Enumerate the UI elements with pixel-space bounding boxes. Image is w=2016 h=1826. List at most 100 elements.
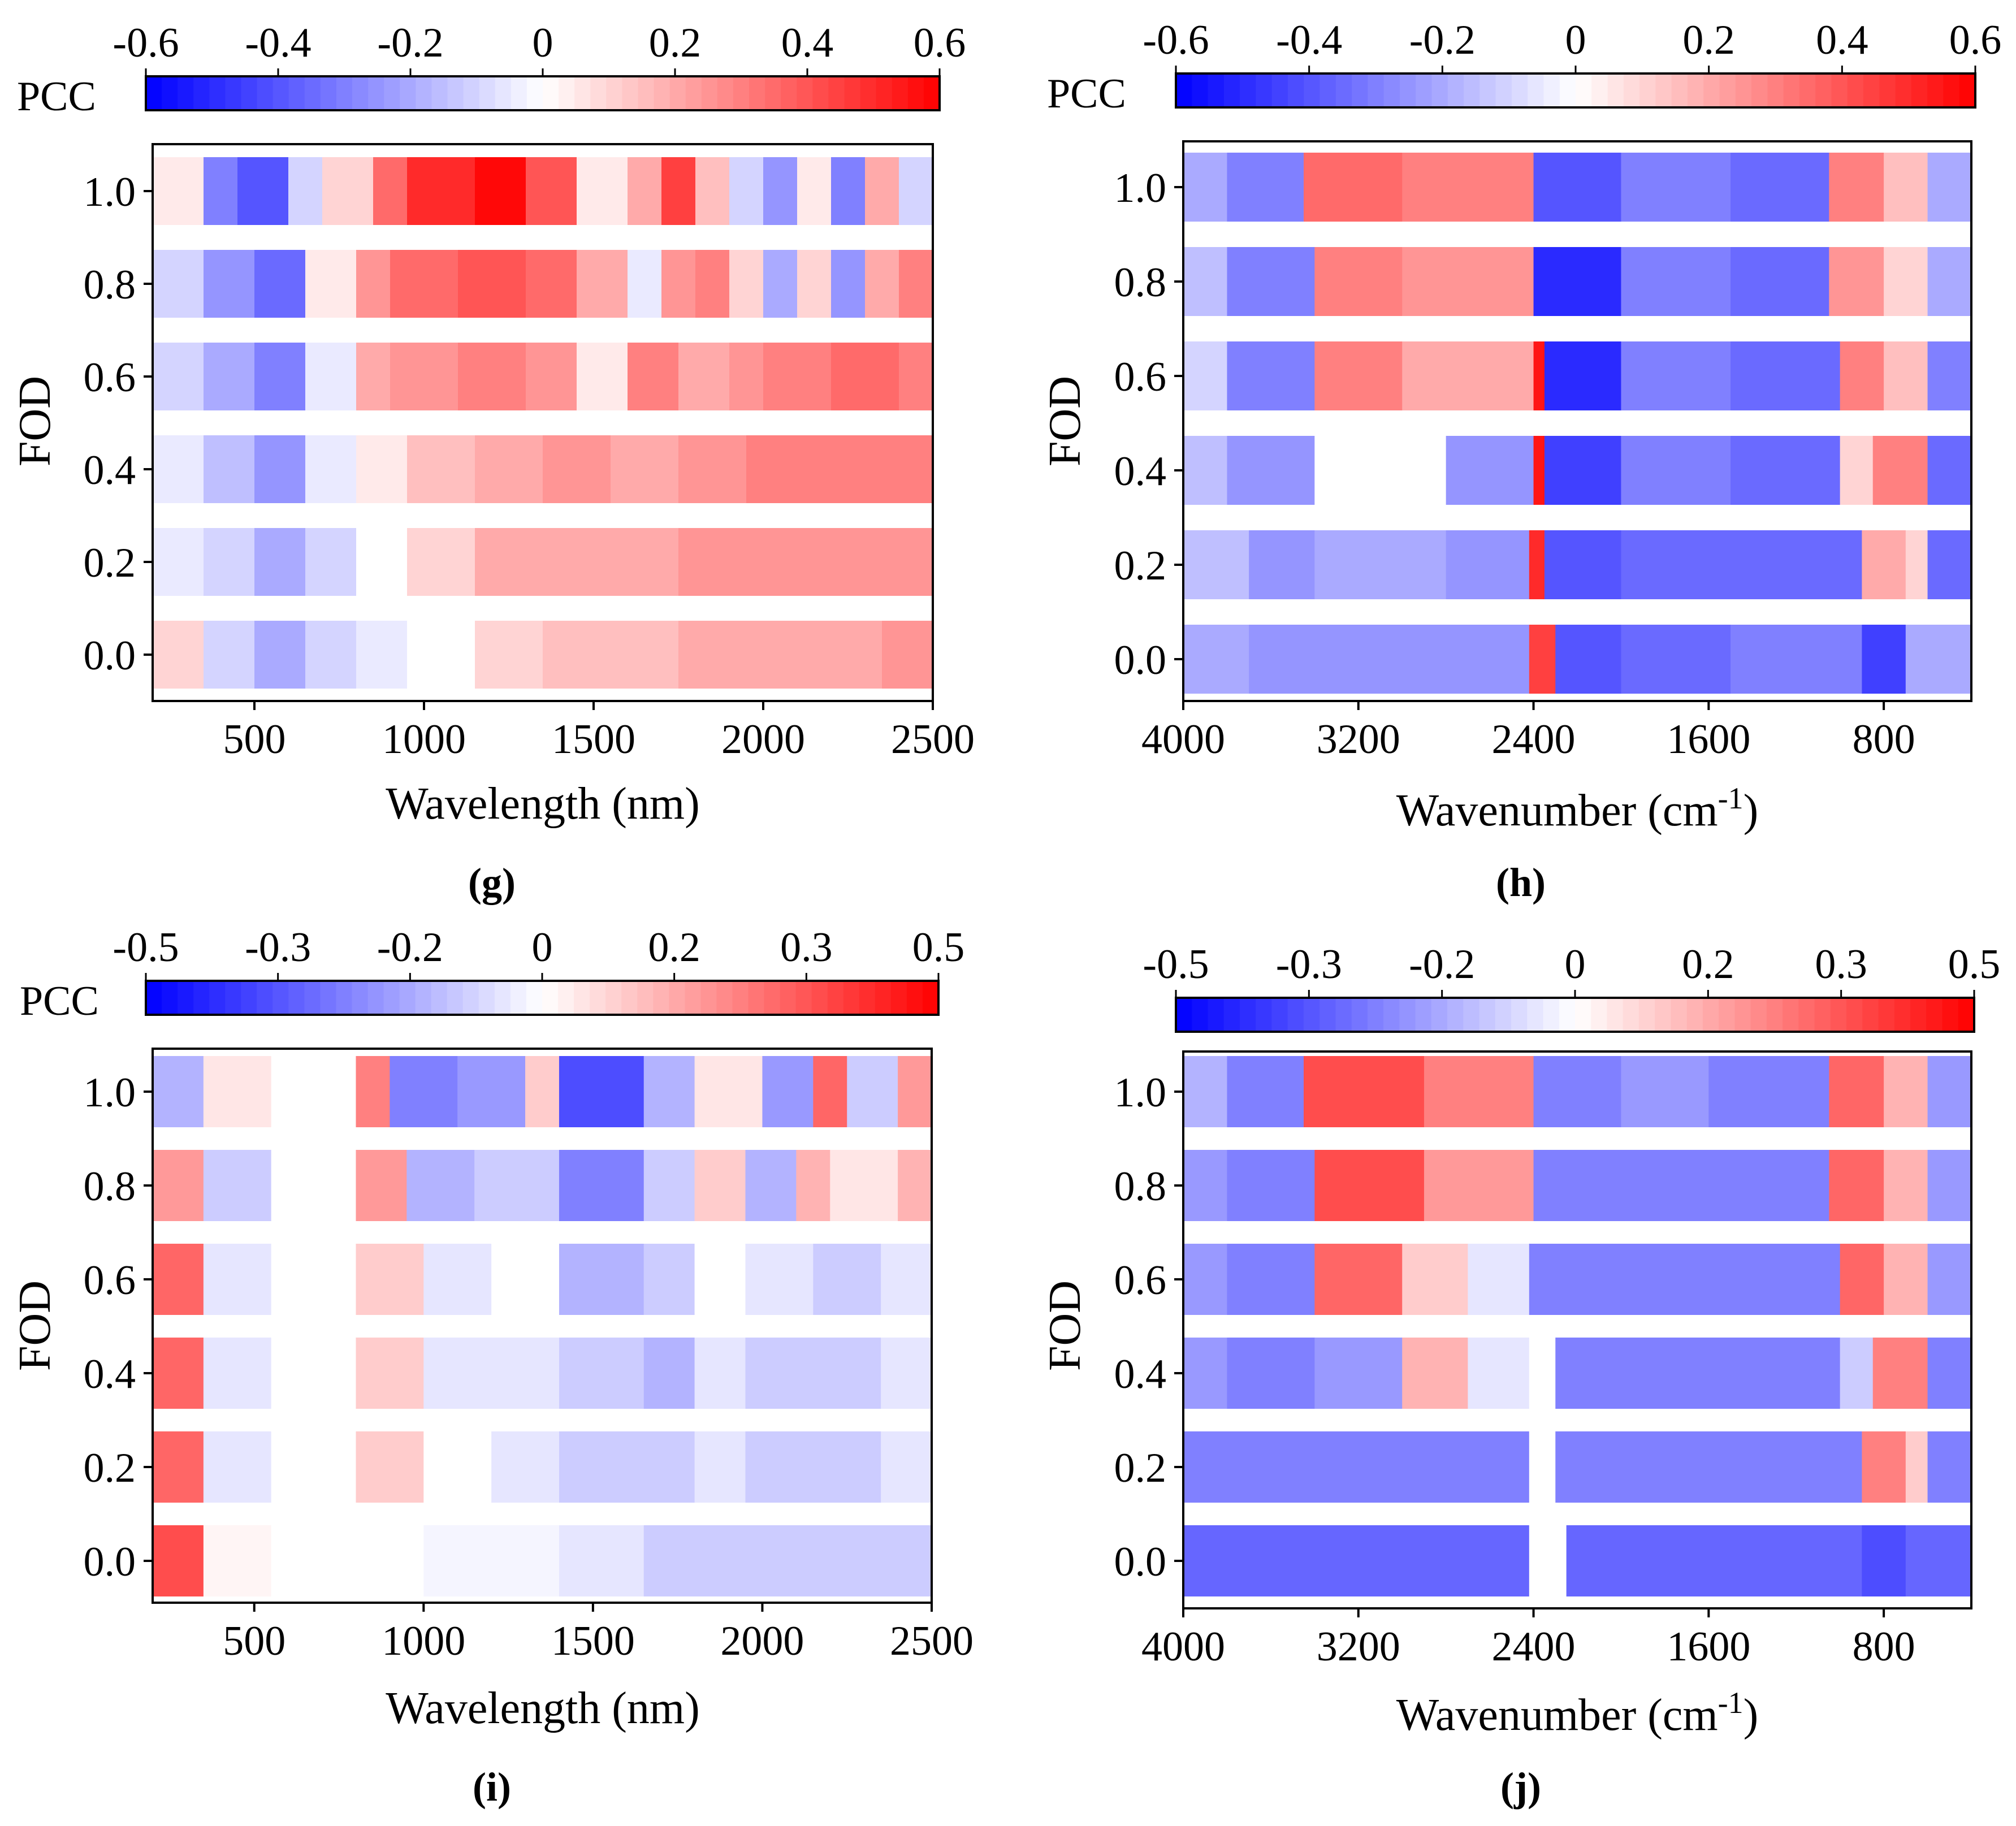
colorbar-cell	[447, 76, 464, 110]
heatmap-cell	[1529, 1525, 1567, 1596]
colorbar-cell	[922, 981, 939, 1015]
colorbar-cell	[637, 981, 654, 1015]
heatmap-cell	[254, 250, 306, 318]
y-tick-label: 0.6	[84, 354, 136, 401]
heatmap-cell	[1621, 153, 1732, 222]
heatmap-cell	[203, 1525, 272, 1596]
x-axis-label-superscript: -1	[1718, 1686, 1744, 1720]
heatmap-cell	[1862, 1525, 1906, 1596]
heatmap-cell	[1731, 1431, 1863, 1503]
colorbar-cell	[1830, 998, 1848, 1032]
heatmap-cell	[390, 1056, 458, 1127]
y-tick-label: 0.2	[84, 1445, 136, 1491]
heatmap-cell	[1314, 530, 1447, 599]
y-tick-label: 0.6	[1114, 1257, 1167, 1304]
heatmap-cell	[796, 1150, 831, 1221]
heatmap-cell	[745, 1338, 814, 1409]
colorbar-cell	[1686, 998, 1703, 1032]
heatmap-cell	[865, 250, 899, 318]
colorbar-tick-label: 0	[533, 20, 553, 66]
colorbar-cell	[1208, 998, 1225, 1032]
colorbar-cell	[272, 76, 289, 110]
colorbar-tick-label: -0.3	[245, 924, 311, 971]
colorbar-cell	[622, 76, 639, 110]
colorbar-cell	[590, 981, 607, 1015]
y-tick-label: 0.6	[1114, 354, 1167, 400]
heatmap-cell	[1446, 1525, 1530, 1596]
heatmap-cell	[1303, 1056, 1425, 1127]
heatmap-cell	[153, 1338, 204, 1409]
colorbar-cell	[1798, 998, 1815, 1032]
colorbar-cell	[336, 76, 353, 110]
heatmap-cell	[1829, 247, 1885, 316]
heatmap-cell	[1927, 1338, 1972, 1409]
heatmap-cell	[254, 343, 306, 410]
x-tick-label: 1600	[1667, 1624, 1750, 1670]
colorbar-cell	[1223, 73, 1241, 107]
heatmap-cell	[475, 435, 543, 503]
heatmap-cell	[1424, 1056, 1534, 1127]
heatmap-cell	[1862, 625, 1906, 694]
heatmap-cell	[643, 1056, 695, 1127]
heatmap-cell	[898, 1056, 932, 1127]
heatmap-cell	[831, 157, 866, 225]
heatmap-cell	[458, 343, 526, 410]
colorbar-tick-label: 0	[1565, 17, 1586, 63]
colorbar-cell	[1607, 73, 1624, 107]
colorbar-cell	[1814, 998, 1831, 1032]
x-axis-label: Wavenumber (cm-1)	[1396, 1686, 1759, 1740]
y-tick-label: 0.6	[84, 1257, 136, 1304]
heatmap-cell	[814, 435, 882, 503]
heatmap-cell	[746, 621, 815, 689]
heatmap-cell	[1183, 436, 1228, 505]
colorbar-cell	[733, 76, 750, 110]
heatmap-cell	[526, 343, 577, 410]
colorbar-cell	[1911, 73, 1928, 107]
heatmap-cell	[1446, 530, 1530, 599]
y-tick-label: 0.8	[1114, 259, 1167, 306]
heatmap-cell	[1566, 1525, 1622, 1596]
heatmap-cell	[305, 621, 357, 689]
colorbar-cell	[574, 981, 591, 1015]
colorbar-cell	[463, 76, 480, 110]
colorbar-cell	[1335, 998, 1352, 1032]
heatmap-cell	[831, 343, 899, 410]
colorbar-cell	[1591, 73, 1608, 107]
colorbar-tick-label: -0.2	[1409, 941, 1475, 988]
colorbar-cell	[225, 981, 242, 1015]
heatmap-cell	[305, 343, 357, 410]
heatmap-cell	[204, 343, 255, 410]
y-tick-label: 0.2	[84, 540, 136, 586]
colorbar-cell	[1431, 998, 1448, 1032]
colorbar-cell	[543, 76, 560, 110]
colorbar-cell	[1383, 998, 1400, 1032]
heatmap-cell	[237, 157, 289, 225]
colorbar-cell	[1239, 998, 1257, 1032]
heatmap-cell	[153, 1244, 204, 1315]
heatmap-cell	[153, 1525, 204, 1596]
heatmap-cell	[1533, 153, 1622, 222]
heatmap-cell	[1183, 1056, 1228, 1127]
colorbar-cell	[1846, 998, 1863, 1032]
colorbar-cell	[162, 76, 179, 110]
colorbar-cell	[654, 76, 670, 110]
axes-frame	[152, 143, 934, 702]
heatmap-cell	[1183, 1150, 1228, 1221]
colorbar-tick-label: 0.6	[1949, 17, 2002, 63]
heatmap-cell	[678, 435, 747, 503]
heatmap-cell	[661, 250, 696, 318]
y-tick-label: 0.4	[1114, 448, 1167, 495]
heatmap-cell	[611, 621, 679, 689]
colorbar-cell	[1543, 73, 1560, 107]
colorbar-cell	[1894, 998, 1911, 1032]
heatmap-cell	[525, 1056, 560, 1127]
heatmap-cell	[373, 157, 408, 225]
heatmap-cell	[1183, 247, 1228, 316]
heatmap-cell	[1314, 247, 1403, 316]
colorbar-cell	[559, 76, 576, 110]
colorbar-cell	[669, 981, 686, 1015]
heatmap-cell	[559, 1338, 644, 1409]
colorbar-cell	[748, 981, 765, 1015]
colorbar-cell	[1878, 998, 1895, 1032]
colorbar-cell	[1735, 73, 1753, 107]
